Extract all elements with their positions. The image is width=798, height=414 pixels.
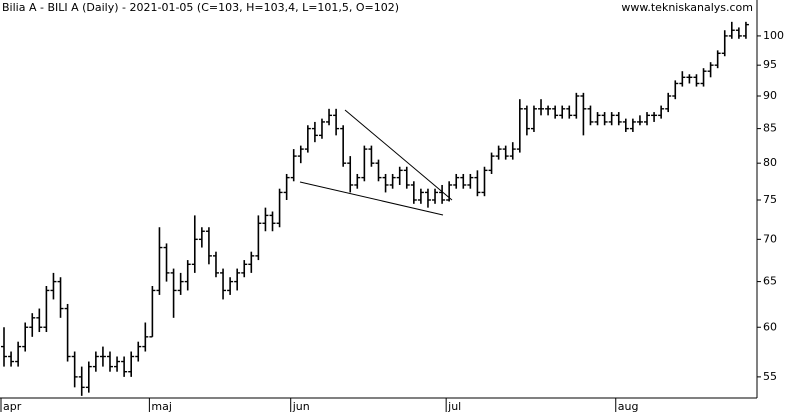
y-tick-label: 100 (763, 29, 784, 42)
trend-line (344, 109, 453, 201)
y-tick-label: 95 (763, 58, 777, 71)
x-tick-label: aug (618, 400, 639, 413)
y-tick-label: 65 (763, 275, 777, 288)
x-tick-label: apr (3, 400, 22, 413)
y-tick-label: 60 (763, 320, 777, 333)
x-tick-label: jul (447, 400, 461, 413)
source: www.tekniskanalys.com (621, 1, 753, 14)
y-tick-label: 55 (763, 370, 777, 383)
y-tick-label: 70 (763, 232, 777, 245)
trend-line (299, 181, 444, 216)
x-tick-label: maj (151, 400, 172, 413)
chart-title: Bilia A - BILI A (Daily) - 2021-01-05 (C… (2, 1, 399, 14)
x-tick-label: jun (292, 400, 310, 413)
y-tick-label: 75 (763, 193, 777, 206)
y-tick-label: 85 (763, 122, 777, 135)
y-tick-label: 80 (763, 156, 777, 169)
y-tick-label: 90 (763, 89, 777, 102)
